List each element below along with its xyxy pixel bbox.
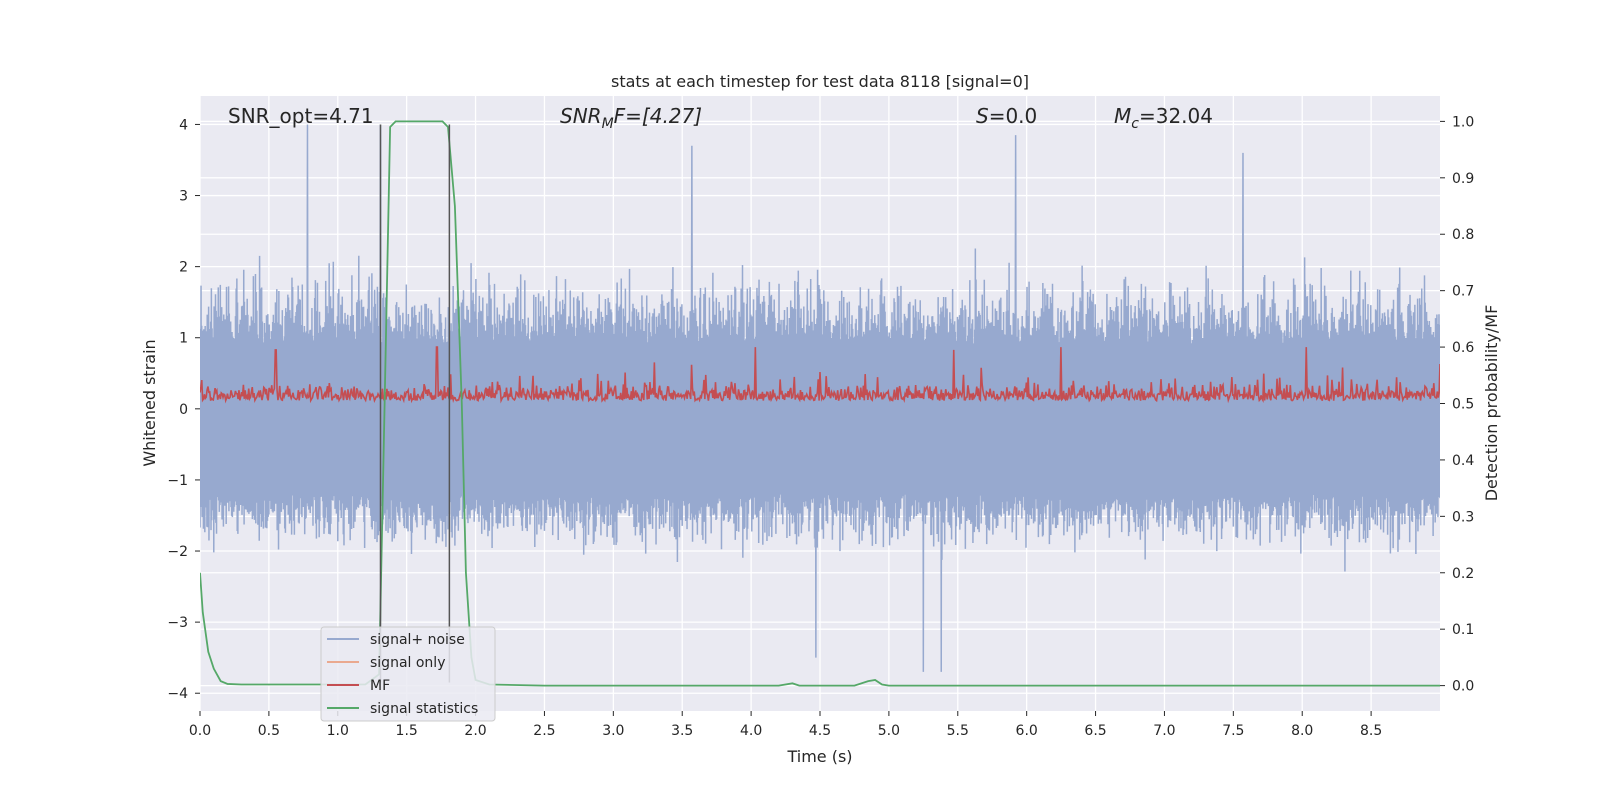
annotation-snr-opt: SNR_opt=4.71 [228, 104, 374, 128]
annotation-mc: Mc=32.04 [1114, 104, 1213, 132]
annotation-s: S=0.0 [976, 104, 1037, 128]
x-tick-label: 2.0 [464, 723, 486, 739]
x-tick-label: 4.5 [809, 723, 831, 739]
annotation-snr-mf-main: SNR [560, 104, 602, 128]
y-tick-label: −4 [167, 686, 188, 702]
y-tick-label: −3 [167, 615, 188, 631]
series-signal-statistics [200, 120, 1440, 687]
x-tick-label: 1.5 [396, 723, 418, 739]
series-signal-noise [200, 124, 1440, 672]
x-tick-label: 3.5 [671, 723, 693, 739]
y-tick-label: −2 [167, 544, 188, 560]
y-right-tick-label: 0.6 [1452, 340, 1474, 356]
x-tick-label: 5.5 [947, 723, 969, 739]
y-tick-label: −1 [167, 473, 188, 489]
annotation-mc-tail: =32.04 [1139, 104, 1213, 128]
x-tick-label: 8.5 [1360, 723, 1382, 739]
annotation-s-main: S [976, 104, 989, 128]
annotation-mc-sub: c [1131, 116, 1139, 132]
x-tick-label: 7.5 [1222, 723, 1244, 739]
x-tick-label: 0.5 [258, 723, 280, 739]
x-tick-label: 4.0 [740, 723, 762, 739]
series-mf [200, 346, 1440, 404]
x-axis-label: Time (s) [786, 747, 852, 766]
y-right-tick-label: 0.4 [1452, 453, 1474, 469]
y-tick-label: 3 [179, 189, 188, 205]
y-tick-label: 0 [179, 402, 188, 418]
y-right-tick-label: 0.1 [1452, 622, 1474, 638]
x-tick-label: 2.5 [533, 723, 555, 739]
vertical-markers [379, 124, 451, 683]
chart-title: stats at each timestep for test data 811… [611, 72, 1029, 91]
x-tick-label: 3.0 [602, 723, 624, 739]
x-tick-label: 8.0 [1291, 723, 1313, 739]
legend-label-signal-statistics: signal statistics [370, 701, 478, 717]
y-axis-right-ticks: 0.0 0.1 0.2 0.3 0.4 0.5 0.6 0.7 0.8 0.9 1.0 [1440, 114, 1474, 695]
y-tick-label: 4 [179, 117, 188, 133]
legend: signal+ noise signal only MF signal stat… [320, 626, 496, 722]
y-right-tick-label: 0.0 [1452, 679, 1474, 695]
x-tick-label: 6.0 [1016, 723, 1038, 739]
y-tick-label: 2 [179, 260, 188, 276]
x-tick-label: 0.0 [189, 723, 211, 739]
legend-box [320, 626, 496, 722]
y-axis-right-label: Detection probability/MF [1482, 305, 1501, 502]
y-right-tick-label: 0.3 [1452, 509, 1474, 525]
annotation-mc-main: M [1114, 104, 1131, 128]
annotation-snr-mf: SNRMF=[4.27] [560, 104, 702, 132]
y-right-tick-label: 0.2 [1452, 566, 1474, 582]
annotation-s-tail: =0.0 [989, 104, 1038, 128]
legend-label-signal-only: signal only [370, 655, 445, 671]
y-tick-label: 1 [179, 331, 188, 347]
legend-label-mf: MF [370, 678, 390, 694]
x-tick-label: 1.0 [327, 723, 349, 739]
y-right-tick-label: 0.7 [1452, 284, 1474, 300]
annotation-snr-mf-tail: F=[4.27] [614, 104, 702, 128]
annotation-snr-mf-sub: M [602, 116, 614, 132]
y-right-tick-label: 0.9 [1452, 171, 1474, 187]
y-axis-label: Whitened strain [140, 339, 159, 466]
x-tick-label: 5.0 [878, 723, 900, 739]
y-axis-ticks: −4 −3 −2 −1 0 1 2 3 4 [167, 117, 200, 702]
y-right-tick-label: 0.8 [1452, 227, 1474, 243]
y-right-tick-label: 1.0 [1452, 114, 1474, 130]
y-right-tick-label: 0.5 [1452, 397, 1474, 413]
x-tick-label: 7.0 [1153, 723, 1175, 739]
x-axis-ticks: 0.0 0.5 1.0 1.5 2.0 2.5 3.0 3.5 4.0 4.5 5.0 5.5 6.0 6… [189, 711, 1382, 739]
x-tick-label: 6.5 [1084, 723, 1106, 739]
legend-label-signal-noise: signal+ noise [370, 632, 465, 648]
